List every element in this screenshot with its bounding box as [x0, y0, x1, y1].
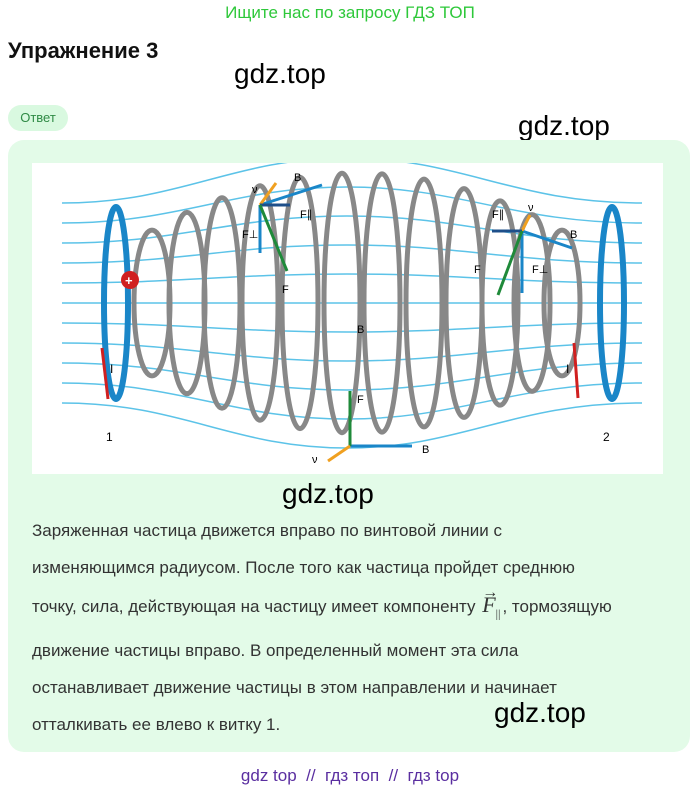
helix-turn — [321, 170, 363, 436]
helix-turn — [239, 183, 281, 423]
label-current: I — [566, 362, 569, 376]
svg-text:F∥: F∥ — [300, 209, 312, 221]
current-arrow — [100, 347, 110, 400]
page-title: Упражнение 3 — [8, 38, 159, 63]
watermark: gdz.top — [234, 58, 326, 89]
vector-symbol: F — [482, 592, 496, 617]
svg-text:ν: ν — [528, 202, 534, 214]
footer-link-gdz-top[interactable]: gdz top — [240, 766, 297, 785]
answer-line: точку, сила, действующая на частицу имее… — [32, 584, 672, 632]
charged-particle — [121, 271, 139, 289]
field-line — [61, 244, 643, 264]
helix-turn — [541, 227, 583, 379]
footer-link-gdz-top-ru[interactable]: гдз топ — [325, 766, 380, 785]
answer-line: Заряженная частица движется вправо по ви… — [32, 521, 502, 540]
svg-text:+: + — [125, 273, 133, 288]
svg-text:B: B — [570, 229, 577, 241]
label-coil-2: 2 — [603, 430, 610, 444]
svg-text:F: F — [357, 394, 364, 406]
answer-line-part: точку, сила, действующая на частицу имее… — [32, 597, 476, 616]
coil-ring-2 — [597, 204, 627, 402]
promo-banner[interactable]: Ищите нас по запросу ГДЗ ТОП — [225, 3, 475, 22]
answer-text: Заряженная частица движется вправо по ви… — [32, 512, 672, 743]
field-line — [61, 186, 643, 224]
label-current: I — [110, 362, 113, 376]
svg-text:ν: ν — [252, 184, 258, 196]
helix-turn — [403, 176, 445, 430]
svg-text:ν: ν — [312, 454, 318, 466]
footer-links: gdz top // гдз топ // гдз top — [0, 766, 700, 786]
vector-arrow: → — [482, 584, 499, 601]
answer-line: изменяющимся радиусом. После того как ча… — [32, 558, 575, 577]
label-coil-1: 1 — [106, 430, 113, 444]
vector-group-left: ν B F∥ F⊥ F — [242, 172, 323, 296]
coil-ring-1 — [101, 204, 131, 402]
field-line — [61, 382, 643, 420]
svg-text:F: F — [282, 284, 289, 296]
footer-link-gdz-top-mixed[interactable]: гдз top — [407, 766, 460, 785]
helix-turn — [479, 198, 521, 408]
watermark: gdz.top — [518, 110, 610, 141]
field-line — [61, 273, 643, 284]
watermark: gdz.top — [494, 697, 586, 728]
svg-text:B: B — [294, 172, 301, 184]
svg-text:F⊥: F⊥ — [242, 229, 258, 241]
force-vector-formula: → F|| — [480, 584, 502, 632]
field-line — [61, 342, 643, 362]
helix-turn — [279, 174, 321, 432]
answer-badge[interactable]: Ответ — [8, 105, 68, 131]
answer-line: движение частицы вправо. В определенный … — [32, 641, 519, 661]
svg-text:F∥: F∥ — [492, 209, 504, 221]
diagram-figure: + I I 1 2 ν B F∥ F⊥ F ν B F∥ — [32, 157, 663, 474]
helix-turn — [361, 171, 403, 435]
vector-group-bottom: F B ν B — [312, 324, 429, 466]
answer-line: останавливает движение частицы в этом на… — [32, 678, 557, 698]
svg-text:B: B — [357, 324, 364, 336]
answer-line-part: , тормозящую — [502, 597, 612, 616]
watermark: gdz.top — [282, 478, 374, 509]
svg-text:B: B — [422, 444, 429, 456]
helix-turn — [511, 212, 553, 394]
separator: // — [388, 766, 399, 785]
svg-text:F⊥: F⊥ — [532, 264, 548, 276]
vector-subscript: || — [495, 606, 501, 621]
field-line — [61, 322, 643, 333]
vector-group-right: ν B F∥ F⊥ F — [474, 202, 577, 296]
current-arrow — [572, 342, 580, 399]
answer-line: отталкивать ее влево к витку 1. — [32, 715, 281, 735]
separator: // — [306, 766, 316, 785]
svg-text:F: F — [474, 264, 481, 276]
